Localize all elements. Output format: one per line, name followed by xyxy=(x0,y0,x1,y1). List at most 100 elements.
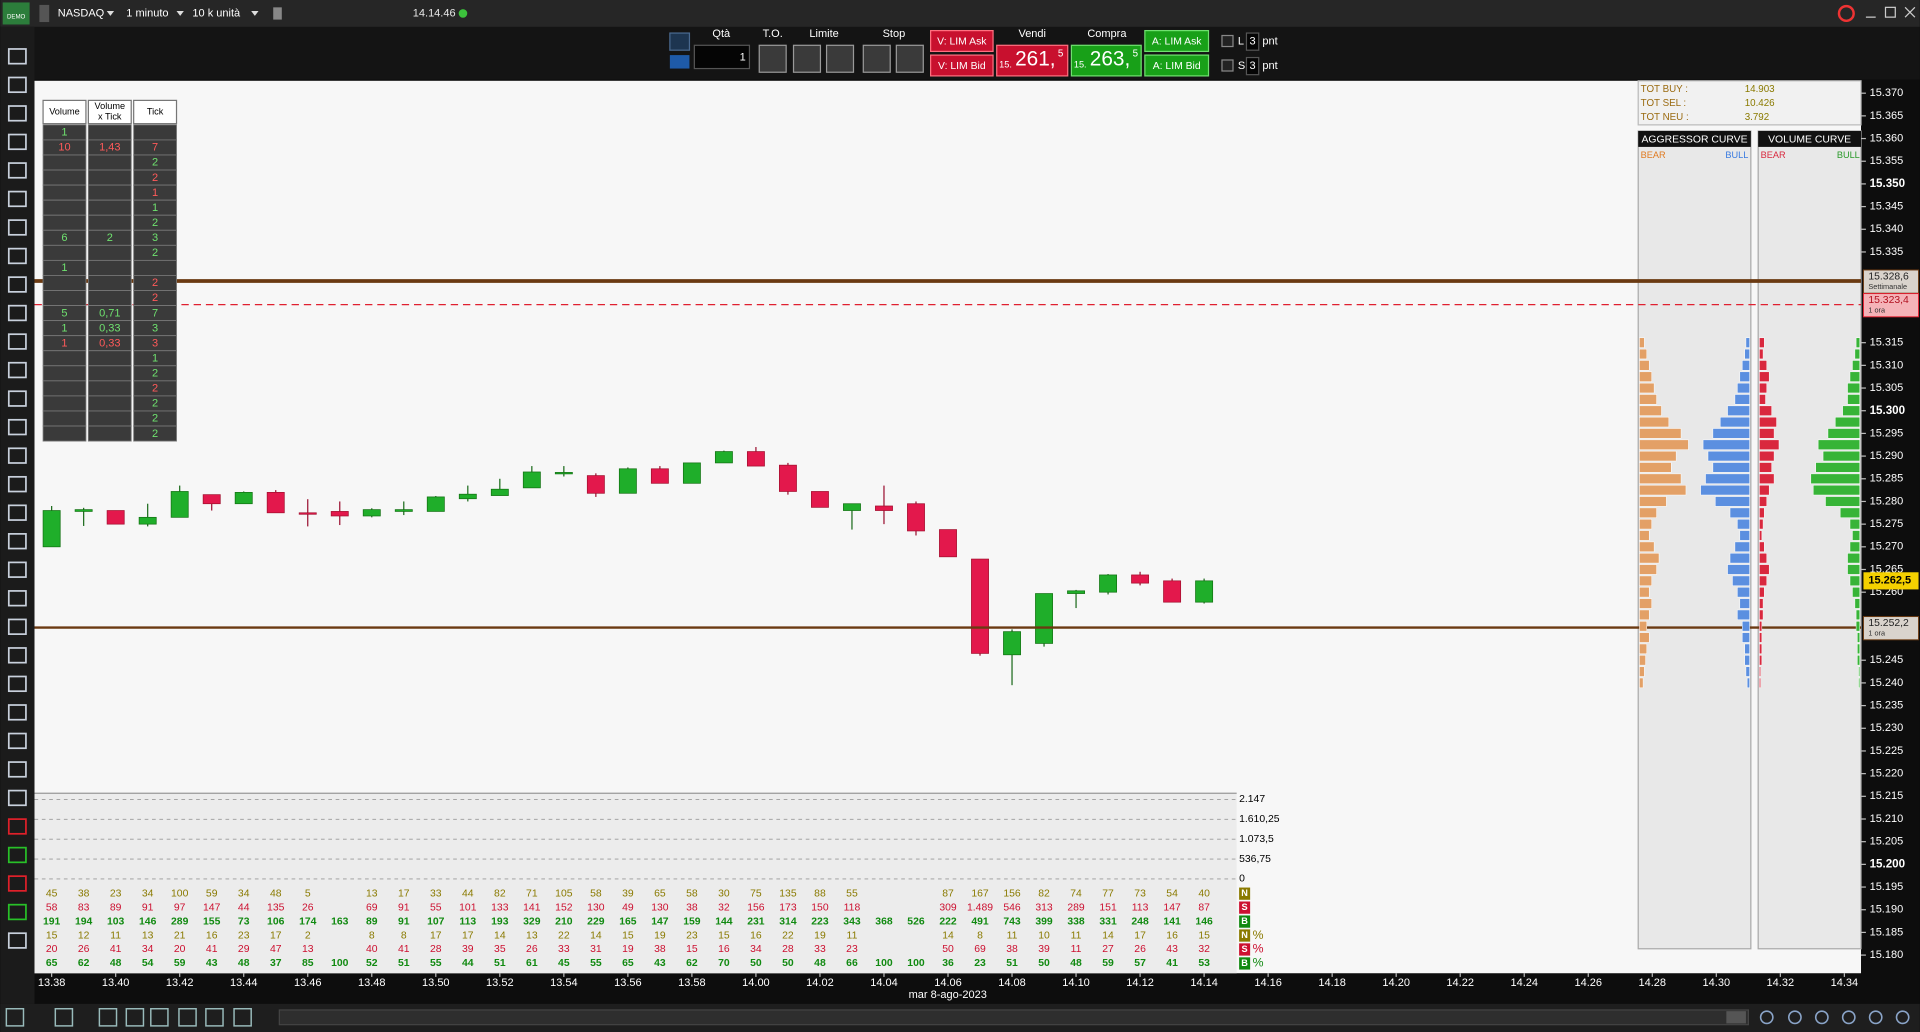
sell-lim-bid[interactable]: V: LIM Bid xyxy=(938,61,986,72)
sell-price-tail[interactable]: 5 xyxy=(1058,48,1064,59)
tool-icon[interactable] xyxy=(7,704,27,721)
long-input[interactable] xyxy=(1245,32,1260,51)
buy-button[interactable] xyxy=(1070,44,1142,77)
tool-icon[interactable] xyxy=(7,361,27,379)
toolbar-icon[interactable] xyxy=(178,1008,197,1027)
tool-icon[interactable] xyxy=(7,675,27,693)
toolbar-icon[interactable] xyxy=(98,1008,118,1027)
stop-sell-button[interactable] xyxy=(895,44,924,73)
short-points[interactable]: 3 xyxy=(1250,60,1256,72)
tool-icon[interactable] xyxy=(7,76,27,94)
zoom-icon[interactable] xyxy=(1759,1010,1774,1025)
table-value: 1 xyxy=(61,322,67,334)
tool-icon[interactable] xyxy=(7,219,27,236)
long-points[interactable]: 3 xyxy=(1250,36,1256,48)
zoom-icon[interactable] xyxy=(1841,1010,1856,1025)
stats-value: 105 xyxy=(555,888,573,899)
tool-icon[interactable] xyxy=(7,875,27,892)
tool-icon[interactable] xyxy=(7,761,27,778)
tool-icon[interactable] xyxy=(7,903,27,921)
toolbar-icon[interactable] xyxy=(54,1008,74,1027)
limit-sell-button[interactable] xyxy=(825,44,855,73)
logo[interactable] xyxy=(2,2,30,25)
dropdown-arrow[interactable] xyxy=(106,11,115,16)
tool-icon[interactable] xyxy=(7,247,27,265)
tool-icon[interactable] xyxy=(7,789,27,807)
long-checkbox[interactable] xyxy=(1221,34,1234,48)
tool-icon[interactable] xyxy=(7,304,27,322)
toolbar-icon[interactable] xyxy=(205,1008,224,1027)
refresh-icon[interactable] xyxy=(1837,4,1855,23)
stop-buy-button[interactable] xyxy=(862,44,891,73)
zoom-icon[interactable] xyxy=(1787,1010,1802,1025)
buy-price-head[interactable]: 15. xyxy=(1074,59,1087,69)
sell-price-main[interactable]: 261, xyxy=(1015,47,1055,70)
tool-icon[interactable] xyxy=(7,618,27,635)
tool-icon[interactable] xyxy=(7,932,27,949)
sell-button[interactable] xyxy=(996,44,1069,77)
tool-icon[interactable] xyxy=(7,846,27,864)
close[interactable] xyxy=(1904,6,1916,18)
tool-icon[interactable] xyxy=(7,475,27,493)
sell-lim-ask[interactable]: V: LIM Ask xyxy=(937,36,987,47)
tool-icon[interactable] xyxy=(7,590,27,607)
volume-unit[interactable]: 10 k unità xyxy=(192,7,241,19)
tool-icon[interactable] xyxy=(7,333,27,350)
stats-value: 48 xyxy=(814,958,826,969)
qty-input[interactable] xyxy=(693,44,751,70)
total-label: TOT SEL : xyxy=(1641,98,1686,109)
stats-value: 74 xyxy=(1070,888,1082,899)
toolbar-icon[interactable] xyxy=(125,1008,145,1027)
tool-icon[interactable] xyxy=(7,133,27,151)
short-checkbox[interactable] xyxy=(1221,59,1234,72)
sell-lim-ask-button[interactable] xyxy=(930,29,994,53)
zoom-icon[interactable] xyxy=(1814,1010,1829,1025)
tool-icon[interactable] xyxy=(7,504,27,521)
sell-price-head[interactable]: 15. xyxy=(999,59,1012,69)
zoom-icon[interactable] xyxy=(1868,1010,1883,1025)
buy-lim-bid[interactable]: A: LIM Bid xyxy=(1153,61,1201,72)
tool-icon[interactable] xyxy=(7,732,27,750)
sell-lim-bid-button[interactable] xyxy=(930,54,994,77)
toolbar-icon[interactable] xyxy=(233,1008,252,1027)
toolbar-icon[interactable] xyxy=(5,1008,25,1027)
tool-icon[interactable] xyxy=(7,48,27,65)
limit-buy-button[interactable] xyxy=(792,44,822,73)
stats-value: 165 xyxy=(619,916,637,927)
scroll-thumb[interactable] xyxy=(1726,1011,1746,1024)
symbol[interactable]: NASDAQ xyxy=(58,7,105,19)
buy-lim-ask-button[interactable] xyxy=(1144,29,1210,53)
tool-icon[interactable] xyxy=(7,447,27,464)
y-tick-label: 15.185 xyxy=(1870,926,1904,938)
info-icon[interactable] xyxy=(273,7,282,20)
stats-value: 15 xyxy=(622,930,634,941)
tool-icon[interactable] xyxy=(7,533,27,550)
buy-lim-ask[interactable]: A: LIM Ask xyxy=(1152,36,1202,47)
to-button[interactable] xyxy=(758,44,787,73)
buy-price-tail[interactable]: 5 xyxy=(1133,48,1139,59)
restore[interactable] xyxy=(1884,6,1896,18)
scrollbar[interactable] xyxy=(278,1009,1749,1026)
tool-icon[interactable] xyxy=(7,561,27,578)
qty-value[interactable]: 1 xyxy=(740,51,746,63)
buy-price-main[interactable]: 263, xyxy=(1090,47,1130,70)
settings-icon[interactable] xyxy=(669,32,691,51)
tool-icon[interactable] xyxy=(7,190,27,208)
short-input[interactable] xyxy=(1245,56,1260,76)
tool-icon[interactable] xyxy=(7,818,27,835)
stats-value: 163 xyxy=(331,916,349,927)
tool-icon[interactable] xyxy=(7,390,27,407)
dropdown-arrow[interactable] xyxy=(251,11,259,16)
toolbar-icon[interactable] xyxy=(150,1008,169,1027)
buy-lim-bid-button[interactable] xyxy=(1144,54,1210,77)
timeframe[interactable]: 1 minuto xyxy=(126,7,168,19)
tool-icon[interactable] xyxy=(7,105,27,122)
tool-icon[interactable] xyxy=(7,162,27,179)
dropdown-arrow[interactable] xyxy=(176,11,184,16)
tool-icon[interactable] xyxy=(7,647,27,664)
tool-icon[interactable] xyxy=(7,276,27,293)
zoom-icon[interactable] xyxy=(1895,1010,1910,1025)
keyboard-icon[interactable] xyxy=(669,55,690,69)
tool-icon[interactable] xyxy=(7,418,27,436)
y-tick-label: 15.195 xyxy=(1870,881,1904,893)
